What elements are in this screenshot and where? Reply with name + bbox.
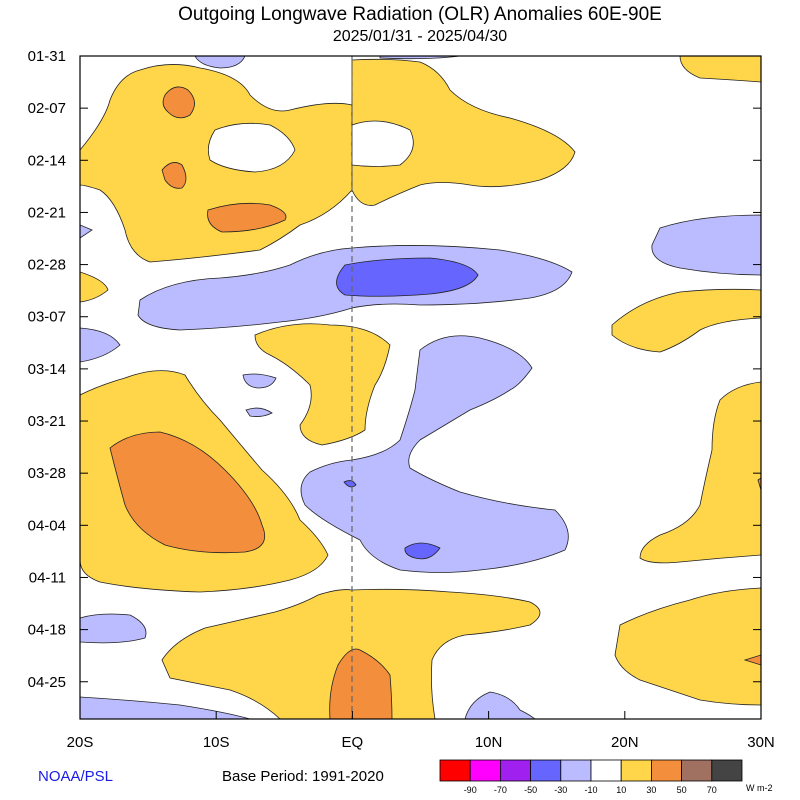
- region-negative-9: [464, 691, 536, 719]
- legend-swatch: [651, 759, 683, 782]
- region-strong-positive-5: [757, 477, 761, 491]
- region-positive-3: [679, 56, 761, 83]
- y-tick-label: 04-18: [28, 622, 66, 639]
- y-tick-label: 02-28: [28, 257, 66, 274]
- region-strong-positive-7: [743, 654, 761, 666]
- region-strong-positive-4: [109, 431, 266, 554]
- credit-label: NOAA/PSL: [38, 768, 114, 785]
- legend-swatch: [499, 759, 531, 782]
- region-positive-4: [80, 271, 109, 303]
- legend-swatch: [681, 759, 713, 782]
- legend-level-label: 30: [646, 785, 656, 795]
- legend-level-label: -30: [554, 785, 567, 795]
- region-strong-negative-1: [336, 257, 479, 297]
- region-negative-3: [80, 327, 121, 363]
- y-tick-label: 03-14: [28, 361, 66, 378]
- y-tick-label: 03-07: [28, 309, 66, 326]
- y-tick-label: 03-28: [28, 465, 66, 482]
- legend-level-label: -90: [464, 785, 477, 795]
- y-tick-label: 04-11: [29, 569, 66, 586]
- chart-subtitle: 2025/01/31 - 2025/04/30: [332, 28, 508, 45]
- chart-title: Outgoing Longwave Radiation (OLR) Anomal…: [178, 4, 662, 25]
- x-tick-label: 20S: [67, 734, 94, 751]
- x-tick-label: EQ: [342, 734, 364, 751]
- region-strong-positive-6: [329, 648, 393, 719]
- region-negative-0b: [80, 224, 93, 239]
- region-strong-positive-1: [162, 86, 195, 119]
- y-tick-label: 04-04: [28, 517, 66, 534]
- region-positive-5: [611, 288, 761, 353]
- legend-swatch: [711, 759, 743, 782]
- plot-frame: [79, 55, 762, 720]
- y-tick-label: 03-21: [28, 413, 66, 430]
- region-positive-8: [639, 381, 761, 564]
- legend-swatch: [560, 759, 592, 782]
- region-strong-positive-2: [161, 162, 187, 189]
- region-negative-8: [80, 696, 251, 719]
- region-negative-0: [194, 56, 246, 69]
- x-tick-label: 20N: [611, 734, 639, 751]
- region-strong-positive-3: [207, 202, 287, 233]
- legend-level-label: -50: [524, 785, 537, 795]
- region-negative-2: [651, 214, 761, 276]
- region-positive-10: [614, 587, 761, 706]
- x-tick-label: 10S: [203, 734, 230, 751]
- region-negative-4: [242, 373, 277, 389]
- base-period-label: Base Period: 1991-2020: [222, 768, 384, 785]
- legend-level-label: 50: [677, 785, 687, 795]
- legend-swatch: [620, 759, 652, 782]
- y-tick-label: 02-21: [28, 204, 66, 221]
- x-tick-label: 30N: [747, 734, 775, 751]
- region-negative-6: [300, 335, 569, 573]
- region-negative-5: [245, 407, 273, 417]
- legend-level-label: -10: [584, 785, 597, 795]
- region-strong-negative-3: [404, 542, 441, 560]
- legend-level-label: 70: [707, 785, 717, 795]
- region-hole-2: [351, 120, 414, 167]
- legend-units-label: W m-2: [746, 783, 773, 793]
- legend-level-label: -70: [494, 785, 507, 795]
- y-tick-label: 04-25: [28, 674, 66, 691]
- legend-level-label: 10: [616, 785, 626, 795]
- y-tick-label: 02-14: [28, 152, 66, 169]
- legend-swatch: [439, 759, 471, 782]
- legend-swatch: [530, 759, 562, 782]
- y-tick-label: 02-07: [28, 100, 66, 117]
- region-negative-7: [80, 613, 147, 644]
- region-strong-negative-2: [343, 480, 357, 488]
- y-tick-label: 01-31: [28, 48, 66, 65]
- legend-swatch: [469, 759, 501, 782]
- legend-swatch: [590, 759, 622, 782]
- region-hole-1: [207, 122, 296, 173]
- x-tick-label: 10N: [475, 734, 503, 751]
- region-positive-2: [351, 58, 576, 206]
